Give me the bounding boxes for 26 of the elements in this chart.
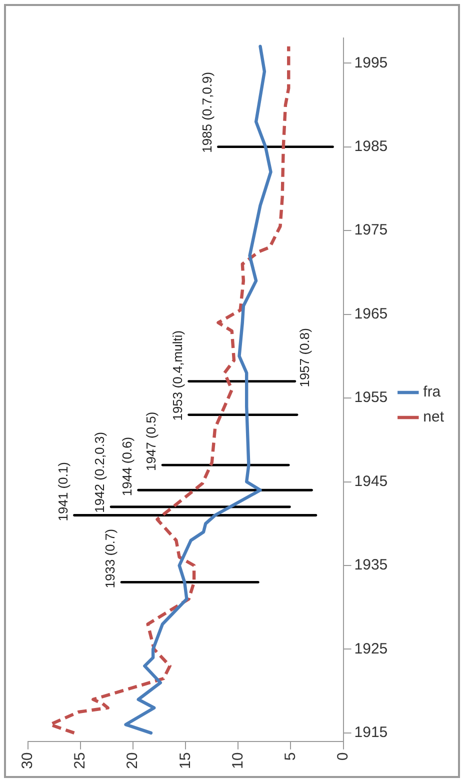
annotation: 1942 (0.2,0.3) bbox=[92, 432, 108, 513]
y-tick-label: 1965 bbox=[354, 305, 388, 322]
annotation: 1933 (0.7) bbox=[102, 528, 118, 588]
x-tick-label: 0 bbox=[334, 752, 352, 761]
annotation: 1941 (0.1) bbox=[55, 462, 70, 522]
x-tick-label: 10 bbox=[229, 752, 246, 770]
y-tick-label: 1955 bbox=[354, 389, 388, 406]
legend-label: fra bbox=[423, 384, 442, 401]
annotation: 1953 (0.4,multi) bbox=[170, 330, 185, 421]
y-tick-label: 1985 bbox=[354, 138, 388, 155]
x-tick-label: 5 bbox=[282, 752, 299, 761]
y-tick-label: 1925 bbox=[354, 640, 388, 658]
annotation: 1957 (0.8) bbox=[297, 328, 312, 388]
x-tick-label: 20 bbox=[124, 752, 142, 770]
y-tick-label: 1935 bbox=[354, 556, 388, 574]
y-tick-label: 1915 bbox=[354, 724, 388, 742]
annotation: 1985 (0.7,0.9) bbox=[199, 72, 214, 153]
x-tick-label: 30 bbox=[19, 752, 36, 770]
x-tick-label: 25 bbox=[72, 752, 89, 770]
y-tick-label: 1975 bbox=[354, 222, 388, 239]
legend-label: net bbox=[423, 408, 445, 426]
x-tick-label: 15 bbox=[176, 752, 194, 770]
y-tick-label: 1995 bbox=[354, 54, 388, 72]
annotation: 1947 (0.5) bbox=[144, 412, 159, 472]
y-tick-label: 1945 bbox=[354, 472, 388, 490]
annotation: 1944 (0.6) bbox=[119, 436, 134, 496]
